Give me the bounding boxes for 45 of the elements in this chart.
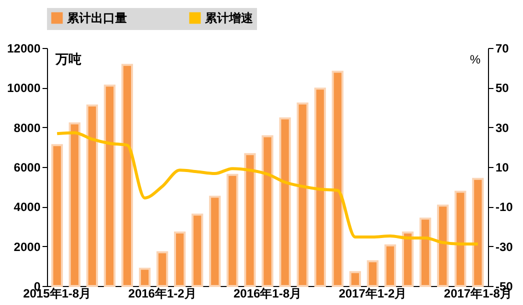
y2-tick-label: 10 (496, 160, 510, 174)
y2-axis-title: % (470, 52, 481, 66)
y-tick-label: 12000 (7, 42, 41, 56)
bar (51, 144, 63, 287)
y-tick-label: 2000 (14, 240, 41, 254)
bar (68, 122, 80, 287)
bar (332, 70, 344, 287)
y-tick-label: 4000 (14, 200, 41, 214)
bar (419, 218, 432, 287)
y-tick-label: 6000 (14, 160, 41, 174)
bar (454, 190, 466, 287)
y-tick-label: 10000 (7, 81, 41, 96)
bar (384, 244, 396, 287)
bar (244, 153, 256, 287)
y2-tick-label: 50 (496, 81, 510, 96)
x-tick-label: 2016年1-8月 (233, 286, 302, 300)
y2-tick-label: 30 (496, 120, 510, 135)
bar (472, 178, 484, 287)
line-series (56, 131, 480, 246)
bar (296, 102, 308, 287)
legend-label: 累计出口量 (66, 11, 127, 25)
bar (121, 64, 134, 287)
bar (314, 88, 326, 287)
y2-tick-label: -10 (496, 200, 514, 214)
x-tick-label: 2016年1-2月 (128, 286, 196, 300)
y2-tick-label: 70 (496, 42, 510, 56)
legend-label: 累计增速 (204, 11, 254, 25)
x-tick-label: 2017年1-2月 (338, 286, 407, 300)
bar (86, 104, 98, 287)
y2-tick-label: -30 (496, 240, 514, 254)
bar (349, 271, 361, 287)
bar (279, 117, 291, 287)
bar (366, 260, 379, 287)
bar (226, 174, 238, 287)
bar (437, 204, 449, 287)
bar (192, 214, 204, 287)
bar (262, 135, 274, 287)
bar (174, 231, 186, 287)
y-axis-title: 万吨 (54, 52, 82, 66)
bar (138, 268, 151, 287)
bar (104, 84, 116, 287)
y-tick-label: 8000 (14, 120, 41, 135)
bar (209, 196, 221, 287)
bar (156, 251, 168, 287)
bar (402, 231, 414, 287)
